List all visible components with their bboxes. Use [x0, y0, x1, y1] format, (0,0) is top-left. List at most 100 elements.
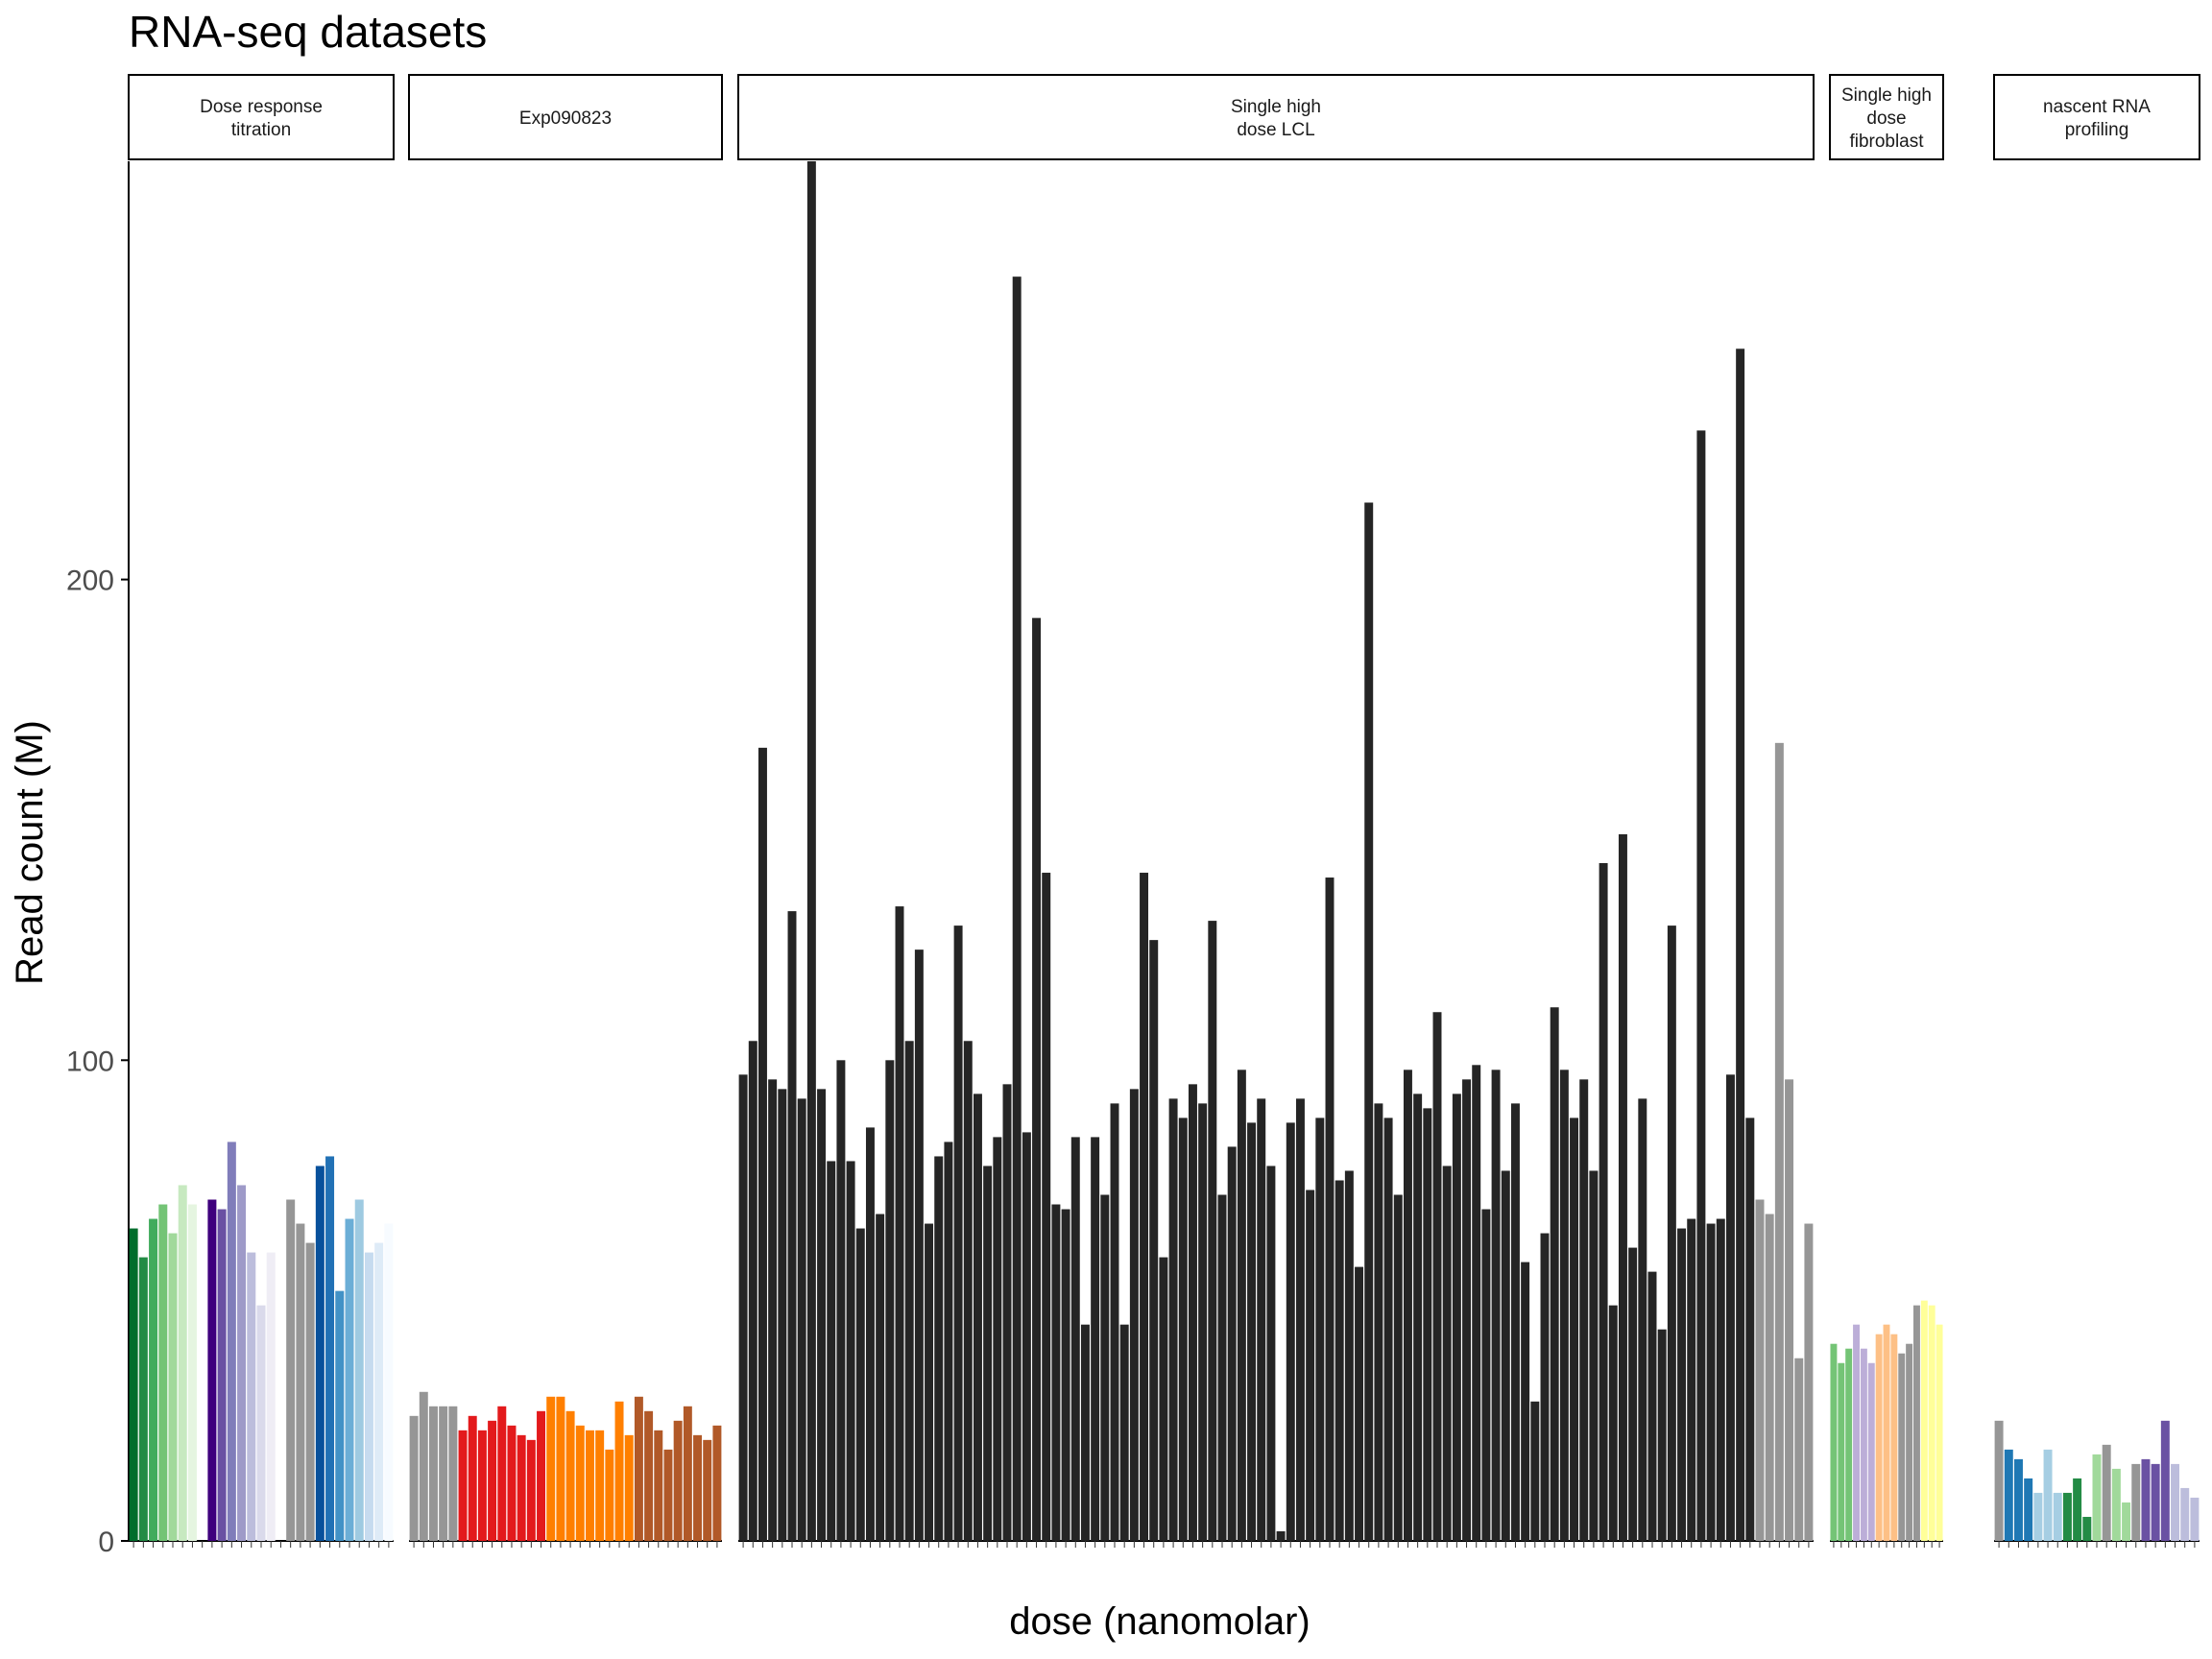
bar: [1550, 1007, 1559, 1541]
bar: [654, 1430, 663, 1541]
bar: [712, 1425, 722, 1541]
bar: [914, 950, 924, 1541]
bar: [409, 1415, 419, 1541]
bar: [565, 1410, 575, 1541]
y-tick-label: 200: [66, 565, 114, 597]
bar: [614, 1401, 624, 1541]
bar: [1159, 1257, 1168, 1541]
facet-strip-label: Single high dose fibroblast: [1841, 85, 1932, 152]
bar: [1257, 1098, 1266, 1541]
bar: [1374, 1103, 1383, 1541]
bar: [138, 1257, 148, 1541]
bar: [2024, 1478, 2033, 1541]
bar: [1804, 1223, 1814, 1541]
bar: [335, 1290, 345, 1541]
bar: [2122, 1502, 2131, 1541]
bar: [1677, 1228, 1687, 1541]
bar: [1325, 878, 1334, 1541]
bar: [1540, 1233, 1550, 1541]
bar: [683, 1406, 692, 1541]
bar: [703, 1439, 712, 1541]
bar: [1080, 1324, 1090, 1541]
bar: [217, 1209, 227, 1541]
bar: [1647, 1271, 1657, 1541]
bar: [1295, 1098, 1305, 1541]
bar: [768, 1079, 778, 1541]
bar: [305, 1242, 315, 1541]
bar: [384, 1223, 394, 1541]
facet-strip-label: Dose response titration: [200, 97, 323, 140]
bar: [1276, 1530, 1286, 1541]
bar: [876, 1214, 885, 1541]
facet-strip: [1993, 74, 2200, 160]
bar: [1898, 1353, 1906, 1541]
bar: [748, 1041, 757, 1541]
bar: [546, 1396, 556, 1541]
bar: [296, 1223, 305, 1541]
bar: [757, 747, 767, 1541]
bar: [419, 1391, 428, 1541]
facet-strip-label: Single high dose LCL: [1231, 97, 1321, 140]
bar: [1110, 1103, 1119, 1541]
bar: [468, 1415, 477, 1541]
bar: [1217, 1194, 1227, 1541]
bar: [345, 1218, 354, 1541]
bar: [1667, 926, 1676, 1541]
bar: [266, 1252, 276, 1541]
bar: [325, 1156, 335, 1541]
y-tick-label: 100: [66, 1046, 114, 1077]
bar: [2013, 1458, 2023, 1541]
bar: [644, 1410, 654, 1541]
bar: [934, 1156, 944, 1541]
bar: [1696, 430, 1706, 1541]
bar: [1867, 1362, 1875, 1541]
facet-panels: Dose response titration Exp090823 Single hi…: [128, 74, 2200, 1548]
y-tick-label: 0: [98, 1527, 114, 1558]
bar: [1032, 617, 1042, 1541]
bar: [1618, 833, 1627, 1541]
bar: [1838, 1362, 1845, 1541]
bar: [1755, 1199, 1765, 1541]
facet-panel: nascent RNA profiling: [1993, 74, 2200, 1548]
bar: [526, 1439, 536, 1541]
bar: [1860, 1348, 1867, 1541]
bar: [556, 1396, 565, 1541]
bar: [1628, 1247, 1638, 1541]
bar: [1100, 1194, 1110, 1541]
bar: [2053, 1492, 2062, 1541]
bar: [1599, 863, 1608, 1541]
bar: [488, 1420, 497, 1541]
bar: [1853, 1324, 1860, 1541]
bar: [2131, 1463, 2141, 1541]
bar: [817, 1089, 827, 1541]
facet-panel: Single high dose fibroblast: [1829, 74, 1944, 1548]
bar: [1501, 1170, 1510, 1541]
bar: [827, 1161, 836, 1541]
bar: [1510, 1103, 1520, 1541]
bar: [673, 1420, 683, 1541]
bar: [1530, 1401, 1540, 1541]
bar: [2092, 1454, 2102, 1541]
bar: [1491, 1070, 1501, 1541]
facet-strip: [128, 74, 395, 160]
bar: [1061, 1209, 1070, 1541]
bar: [925, 1223, 934, 1541]
bar: [1129, 1089, 1139, 1541]
bar: [256, 1305, 266, 1541]
bar: [1208, 921, 1217, 1541]
bar: [1383, 1118, 1393, 1541]
bar: [428, 1406, 438, 1541]
bar: [1286, 1122, 1295, 1541]
bar: [1920, 1300, 1928, 1541]
y-axis-label: Read count (M): [9, 720, 51, 985]
bar: [1994, 1420, 2004, 1541]
bar: [1452, 1094, 1461, 1541]
bar: [1432, 1012, 1442, 1541]
facet-strip: [408, 74, 723, 160]
bar: [1306, 1190, 1315, 1541]
facet-panel: Exp090823: [408, 74, 723, 1548]
bar: [178, 1185, 187, 1541]
bar: [458, 1430, 468, 1541]
bar: [2141, 1458, 2151, 1541]
bar: [1315, 1118, 1325, 1541]
